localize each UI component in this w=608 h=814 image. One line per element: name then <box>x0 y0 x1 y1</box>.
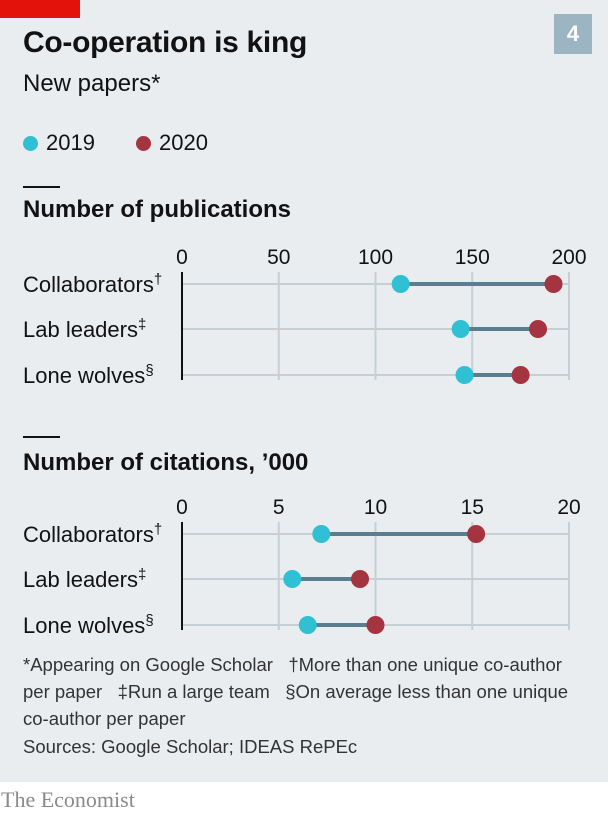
chart-number-badge: 4 <box>554 14 592 54</box>
publications-chart-title: Number of publications <box>23 196 292 223</box>
x-tick-label: 200 <box>551 246 586 269</box>
section-rule-citations <box>23 436 60 438</box>
footnote-star: *Appearing on Google Scholar <box>23 654 273 675</box>
legend-label-2020: 2020 <box>159 130 208 155</box>
chart-subtitle: New papers* <box>23 70 161 97</box>
x-tick-label: 150 <box>455 246 490 269</box>
legend-dot-2020 <box>136 135 151 151</box>
point-2020 <box>529 320 548 338</box>
category-label: Lone wolves§ <box>23 362 154 388</box>
x-tick-label: 5 <box>273 496 285 519</box>
point-2019 <box>455 366 474 384</box>
x-tick-label: 20 <box>557 496 580 519</box>
point-2020 <box>366 616 385 634</box>
chart-title: Co-operation is king <box>23 26 308 59</box>
chart-panel: Co-operation is king New papers* 4 2019 … <box>0 0 608 782</box>
point-2020 <box>467 525 486 543</box>
point-2019 <box>451 320 470 338</box>
sources-note: Sources: Google Scholar; IDEAS RePEc <box>23 736 358 757</box>
point-2019 <box>283 570 302 588</box>
footnote-section: §On average less than one unique co-auth… <box>23 681 569 729</box>
x-tick-label: 0 <box>176 496 188 519</box>
section-rule-publications <box>23 186 60 188</box>
x-tick-label: 50 <box>267 246 290 269</box>
category-label: Collaborators† <box>23 521 162 547</box>
x-tick-label: 100 <box>358 246 393 269</box>
category-label: Collaborators† <box>23 271 162 297</box>
x-tick-label: 0 <box>176 246 188 269</box>
publications-chart: 0 50 100 150 200 Collaborators† Lab leaders‡ Lo… <box>23 246 587 388</box>
brand-wordmark: The Economist <box>1 787 135 812</box>
citations-chart: 0 5 10 15 20 Collaborators† Lab leaders‡ Lone w… <box>23 496 581 638</box>
citations-chart-title: Number of citations, ’000 <box>23 449 309 476</box>
footnote-dagger: †More than one unique co-author per pape… <box>23 654 562 702</box>
point-2020 <box>544 275 563 293</box>
category-label: Lone wolves§ <box>23 612 154 638</box>
category-label: Lab leaders‡ <box>23 316 146 342</box>
legend-item-2019: 2019 <box>23 130 95 156</box>
brand-red-bar <box>0 0 80 18</box>
point-2019 <box>312 525 331 543</box>
category-label: Lab leaders‡ <box>23 566 146 592</box>
legend-item-2020: 2020 <box>136 130 208 156</box>
legend-dot-2019 <box>23 135 38 151</box>
point-2019 <box>391 275 410 293</box>
x-tick-label: 15 <box>461 496 484 519</box>
point-2020 <box>351 570 370 588</box>
footnotes: *Appearing on Google Scholar †More than … <box>23 651 583 732</box>
legend-label-2019: 2019 <box>46 130 95 155</box>
footnote-double-dagger: ‡Run a large team <box>117 681 270 702</box>
point-2019 <box>298 616 317 634</box>
x-tick-label: 10 <box>364 496 387 519</box>
point-2020 <box>511 366 530 384</box>
